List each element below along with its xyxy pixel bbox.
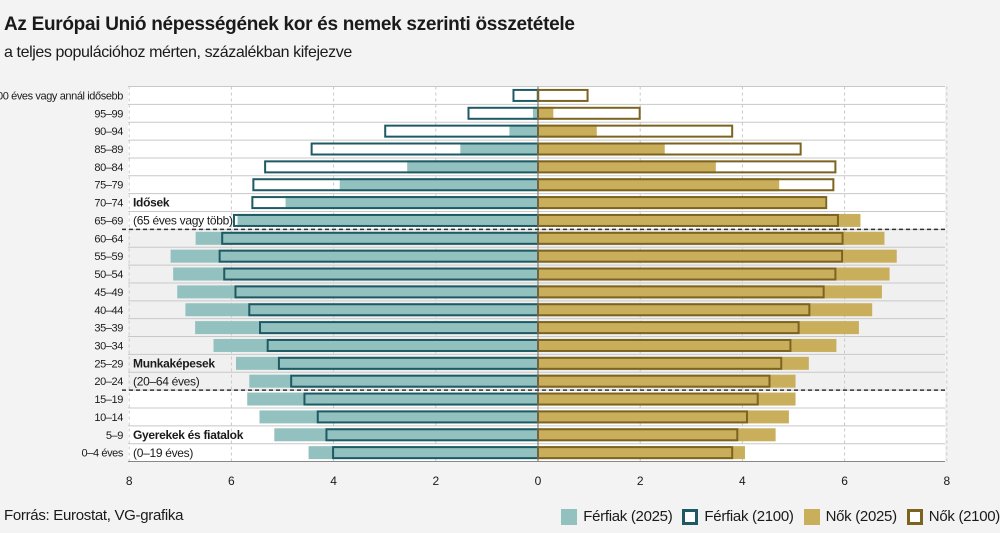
bar-Férfiak (2025) (274, 428, 538, 442)
category-label: 5–9 (106, 430, 123, 442)
bar-Férfiak (2025) (213, 338, 538, 352)
legend-item-women-2100: Nők (2100) (906, 508, 1000, 525)
bar-Nők (2025) (538, 321, 859, 335)
group-label-subtitle: (0–19 éves) (133, 446, 193, 460)
category-label: 50–54 (94, 269, 123, 281)
x-tick-label: 6 (841, 474, 848, 488)
category-label: 10–14 (94, 412, 123, 424)
bar-Nők (2025) (538, 267, 890, 281)
bar-Férfiak (2025) (185, 303, 538, 317)
bar-Nők (2025) (538, 338, 837, 352)
category-label: 55–59 (94, 251, 123, 263)
bar-Nők (2025) (538, 142, 665, 156)
bar-Férfiak (2025) (195, 231, 538, 245)
bar-Nők (2025) (538, 231, 885, 245)
legend: Férfiak (2025) Férfiak (2100) Nők (2025)… (561, 508, 1000, 525)
legend-item-men-2025: Férfiak (2025) (561, 508, 673, 525)
category-label: 65–69 (94, 215, 123, 227)
group-label-title: Gyerekek és fiatalok (133, 428, 244, 442)
bar-Férfiak (2025) (170, 249, 538, 263)
bar-Nők (2025) (538, 446, 745, 460)
legend-item-men-2100: Férfiak (2100) (682, 508, 794, 525)
bar-Nők (2025) (538, 428, 776, 442)
legend-item-women-2025: Nők (2025) (803, 508, 898, 525)
bar-Nők (2025) (538, 106, 554, 120)
category-label: 30–34 (94, 340, 123, 352)
bar-Férfiak (2025) (285, 196, 538, 210)
legend-label: Férfiak (2025) (583, 508, 673, 525)
chart-subtitle: a teljes populációhoz mérten, százalékba… (4, 44, 352, 61)
category-label: 60–64 (94, 233, 123, 245)
source-note: Forrás: Eurostat, VG-grafika (4, 507, 184, 524)
x-tick-label: 8 (943, 474, 950, 488)
category-label: 70–74 (94, 198, 123, 210)
bar-Nők (2025) (538, 285, 882, 299)
bar-Férfiak (2025) (249, 374, 538, 388)
bar-Férfiak (2025) (308, 446, 538, 460)
category-label: 15–19 (94, 394, 123, 406)
category-label: 35–39 (94, 323, 123, 335)
category-label: 75–79 (94, 180, 123, 192)
legend-swatch-men-2100 (682, 508, 699, 525)
category-label: 20–24 (94, 376, 123, 388)
group-label-title: Idősek (133, 196, 170, 210)
category-label: 100 éves vagy annál idősebb (0, 90, 123, 102)
x-tick-label: 2 (637, 474, 644, 488)
bar-Nők (2025) (538, 303, 873, 317)
legend-label: Férfiak (2100) (704, 508, 794, 525)
bar-Nők (2025) (538, 356, 809, 370)
bar-Nők (2025) (538, 178, 780, 192)
bar-Férfiak (2025) (235, 356, 538, 370)
category-label: 80–84 (94, 162, 123, 174)
bar-Férfiak (2025) (532, 106, 538, 120)
bar-Nők (2025) (538, 124, 597, 138)
bar-Férfiak (2025) (259, 410, 538, 424)
bar-Férfiak (2025) (339, 178, 538, 192)
legend-swatch-women-2025 (803, 508, 820, 525)
x-tick-label: 8 (126, 474, 133, 488)
group-label-subtitle: (20–64 éves) (133, 374, 200, 388)
bar-Férfiak (2025) (247, 392, 538, 406)
legend-label: Nők (2025) (825, 508, 898, 525)
bar-Férfiak (2025) (509, 124, 538, 138)
category-label: 45–49 (94, 287, 123, 299)
bar-Nők (2025) (538, 249, 897, 263)
category-label: 40–44 (94, 305, 123, 317)
legend-swatch-women-2100 (906, 508, 923, 525)
bar-Nők (2025) (538, 374, 796, 388)
legend-label: Nők (2100) (928, 508, 1000, 525)
category-label: 90–94 (94, 126, 123, 138)
legend-swatch-men-2025 (561, 508, 578, 525)
category-label: 25–29 (94, 358, 123, 370)
bar-Nők (2025) (538, 160, 716, 174)
x-tick-label: 2 (432, 474, 439, 488)
chart-title: Az Európai Unió népességének kor és neme… (4, 14, 575, 35)
category-label: 0–4 éves (82, 448, 124, 460)
bar-Nők (2025) (538, 392, 796, 406)
bar-Férfiak (2025) (407, 160, 538, 174)
group-label-subtitle: (65 éves vagy több) (133, 214, 233, 228)
x-tick-label: 4 (330, 474, 337, 488)
bar-Férfiak (2025) (460, 142, 538, 156)
category-label: 85–89 (94, 144, 123, 156)
x-tick-label: 0 (535, 474, 542, 488)
category-label: 95–99 (94, 108, 123, 120)
bar-Férfiak (2025) (237, 213, 539, 227)
bar-Nők (2025) (538, 410, 789, 424)
group-label-title: Munkaképesek (133, 356, 215, 370)
x-tick-label: 6 (228, 474, 235, 488)
bar-Férfiak (2025) (177, 285, 538, 299)
x-tick-label: 4 (739, 474, 746, 488)
bar-Nők (2025) (538, 196, 826, 210)
bar-Férfiak (2025) (195, 321, 538, 335)
bar-Férfiak (2025) (173, 267, 538, 281)
bar-Nők (2025) (538, 213, 861, 227)
